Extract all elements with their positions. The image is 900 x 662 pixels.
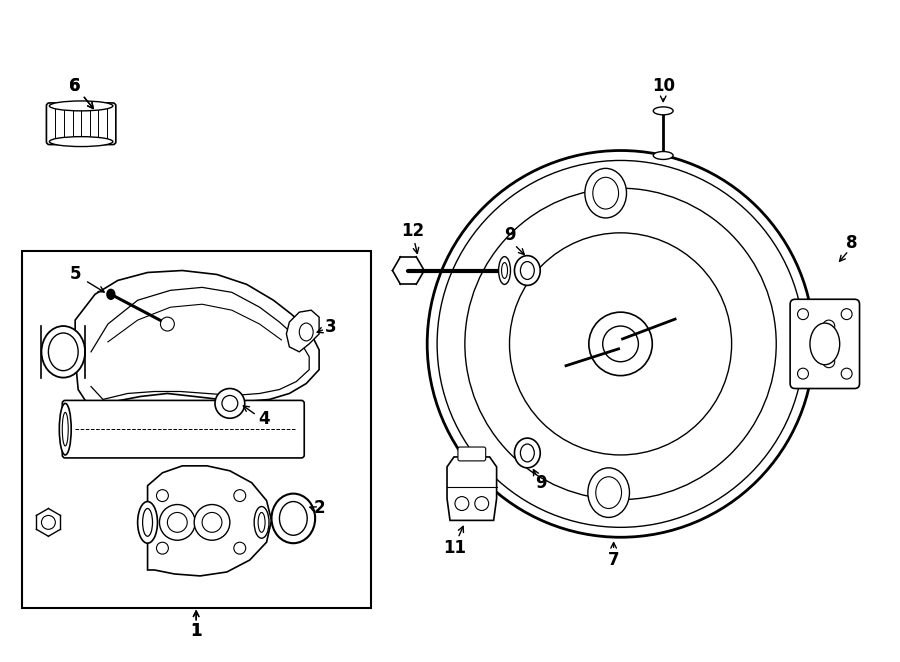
FancyBboxPatch shape [47,103,116,144]
Circle shape [234,490,246,502]
FancyBboxPatch shape [458,447,486,461]
Ellipse shape [258,512,265,532]
Ellipse shape [596,477,622,508]
Circle shape [823,320,834,332]
Circle shape [842,368,852,379]
Circle shape [428,150,814,538]
Text: 1: 1 [191,622,202,640]
Ellipse shape [653,107,673,115]
Polygon shape [809,316,842,371]
FancyBboxPatch shape [62,401,304,458]
Ellipse shape [515,256,540,285]
Ellipse shape [62,412,68,446]
Text: 2: 2 [313,500,325,518]
Circle shape [159,504,195,540]
Circle shape [797,308,808,320]
Circle shape [823,355,834,367]
Text: 10: 10 [652,77,675,95]
Circle shape [797,368,808,379]
Polygon shape [447,457,497,520]
Text: 11: 11 [444,539,466,557]
Circle shape [465,188,776,500]
Ellipse shape [585,168,626,218]
Ellipse shape [50,136,112,146]
Text: 3: 3 [325,318,337,336]
Ellipse shape [272,494,315,544]
Text: 12: 12 [400,222,424,240]
Bar [22,251,371,608]
Circle shape [589,312,652,375]
Ellipse shape [810,323,840,365]
Text: 6: 6 [69,77,81,95]
Ellipse shape [588,468,629,518]
Circle shape [842,308,852,320]
Ellipse shape [653,152,673,160]
Ellipse shape [49,333,78,371]
Circle shape [437,160,804,528]
Ellipse shape [50,101,112,111]
Circle shape [157,490,168,502]
Text: 8: 8 [846,234,858,252]
Circle shape [160,317,175,331]
Ellipse shape [300,323,313,341]
Ellipse shape [515,438,540,468]
Polygon shape [76,271,320,409]
Circle shape [194,504,230,540]
Circle shape [455,496,469,510]
Text: 5: 5 [69,265,81,283]
Ellipse shape [501,263,508,279]
Text: 1: 1 [191,622,202,640]
Ellipse shape [254,506,269,538]
Ellipse shape [520,444,535,462]
Ellipse shape [138,502,157,544]
Ellipse shape [142,508,152,536]
Text: 6: 6 [69,77,81,95]
Ellipse shape [107,289,115,299]
Ellipse shape [59,403,71,455]
Circle shape [41,516,55,530]
Ellipse shape [279,502,307,536]
Ellipse shape [41,326,86,377]
Polygon shape [286,310,320,352]
FancyBboxPatch shape [790,299,860,389]
Circle shape [509,233,732,455]
Circle shape [603,326,638,361]
Circle shape [202,512,222,532]
Circle shape [234,542,246,554]
Circle shape [475,496,489,510]
Ellipse shape [499,257,510,285]
Text: 9: 9 [504,226,516,244]
Text: 9: 9 [536,474,547,492]
Circle shape [157,542,168,554]
Text: 7: 7 [608,551,619,569]
Circle shape [215,389,245,418]
Ellipse shape [520,261,535,279]
Ellipse shape [593,177,618,209]
Circle shape [222,395,238,411]
Text: 4: 4 [257,410,269,428]
Polygon shape [148,466,272,576]
Circle shape [167,512,187,532]
